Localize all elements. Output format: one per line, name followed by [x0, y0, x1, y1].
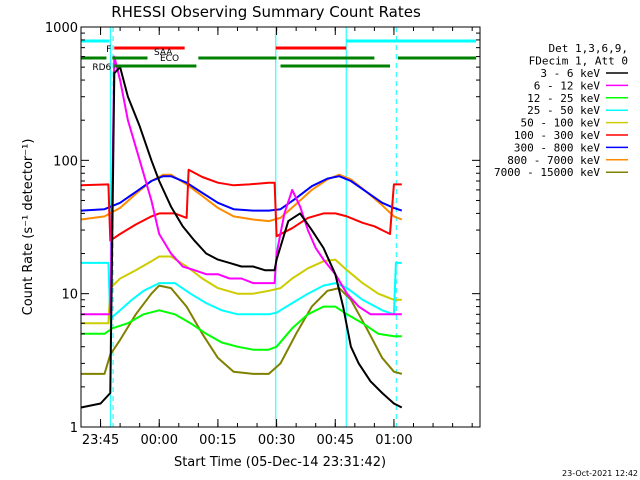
axis-ticks: 1 10 100 1000 23:45 00:00 00:15 00:30 00:45 01:00 [45, 21, 480, 448]
series-line [80, 66, 403, 409]
y-tick-label: 1000 [45, 21, 78, 36]
legend-label: 6 - 12 keV [534, 79, 601, 92]
legend-label: 50 - 100 keV [521, 117, 601, 130]
x-tick-label: 00:30 [258, 433, 295, 448]
plot-frame [80, 26, 481, 428]
flag-bar-label: F [106, 45, 111, 55]
y-tick-label: 100 [53, 154, 78, 169]
x-tick-label: 00:45 [317, 433, 354, 448]
legend-label: 7000 - 15000 keV [494, 166, 600, 179]
legend-label: 12 - 25 keV [527, 92, 600, 105]
x-tick-label: 01:00 [375, 433, 412, 448]
flag-bar-label: RD6 [92, 63, 111, 73]
legend-label: 800 - 7000 keV [507, 154, 600, 167]
series-layer [80, 55, 403, 409]
series-line [80, 168, 402, 242]
generated-timestamp: 23-Oct-2021 12:42 [562, 469, 638, 478]
x-axis-label: Start Time (05-Dec-14 23:31:42) [174, 455, 386, 470]
flag-annotation: SAA [154, 48, 173, 58]
legend-label: 100 - 300 keV [514, 129, 600, 142]
series-line [81, 284, 403, 375]
series-line [81, 261, 402, 320]
x-tick-label: 23:45 [82, 433, 119, 448]
series-line [81, 55, 402, 316]
flag-annotation: ECO [160, 54, 179, 64]
series-line [81, 255, 402, 325]
legend-label: 3 - 6 keV [540, 67, 600, 80]
chart-title: RHESSI Observing Summary Count Rates [111, 3, 421, 21]
legend-label: 25 - 50 keV [527, 104, 600, 117]
x-tick-label: 00:15 [199, 433, 236, 448]
series-line [81, 305, 402, 351]
y-tick-label: 10 [61, 288, 78, 303]
x-tick-label: 00:00 [141, 433, 178, 448]
y-tick-label: 1 [70, 421, 78, 436]
y-axis-label: Count Rate (s⁻¹ detector⁻¹) [21, 139, 36, 316]
legend-header: Det 1,3,6,9, [549, 42, 628, 55]
legend-label: 300 - 800 keV [514, 141, 600, 154]
legend-header: FDecim 1, Att 0 [529, 54, 628, 67]
